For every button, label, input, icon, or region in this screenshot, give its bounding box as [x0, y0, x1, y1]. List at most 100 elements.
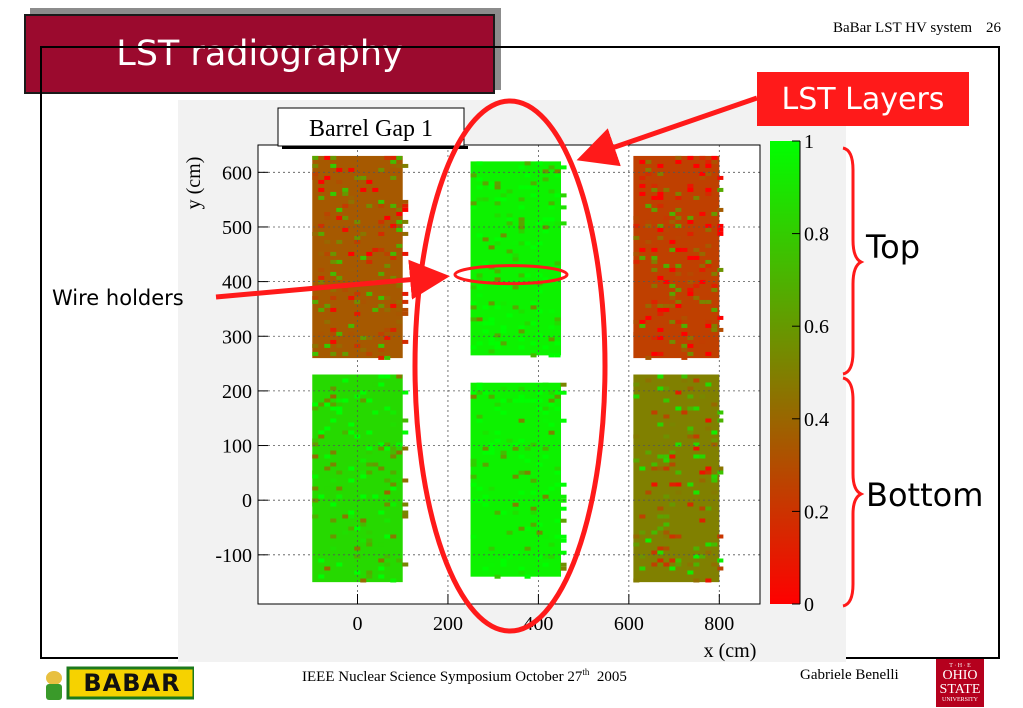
- heatmap-cell: [318, 574, 325, 579]
- chart-title-box: [277, 107, 465, 147]
- heatmap-cell: [390, 454, 397, 459]
- heatmap-cell: [318, 307, 325, 312]
- heatmap-cell: [312, 406, 319, 411]
- heatmap-cell: [548, 189, 555, 194]
- heatmap-cell: [366, 470, 373, 475]
- heatmap-cell: [560, 390, 567, 395]
- heatmap-cell: [669, 219, 676, 224]
- heatmap-cell: [542, 225, 549, 230]
- heatmap-cell: [476, 498, 483, 503]
- heatmap-cell: [705, 159, 712, 164]
- heatmap-cell: [711, 474, 718, 479]
- heatmap-cell: [711, 478, 718, 483]
- heatmap-cell: [476, 321, 483, 326]
- footer-author: Gabriele Benelli: [800, 667, 899, 683]
- heatmap-cell: [518, 398, 525, 403]
- heatmap-cell: [476, 486, 483, 491]
- heatmap-cell: [524, 273, 531, 278]
- heatmap-cell: [396, 219, 403, 224]
- heatmap-cell: [675, 235, 682, 240]
- heatmap-cell: [651, 335, 658, 340]
- heatmap-cell: [560, 538, 567, 543]
- heatmap-cell: [360, 390, 367, 395]
- heatmap-cell: [705, 227, 712, 232]
- heatmap-cell: [687, 434, 694, 439]
- heatmap-cell: [360, 494, 367, 499]
- heatmap-cell: [494, 277, 501, 282]
- heatmap-cell: [657, 526, 664, 531]
- plot-frame: [257, 144, 761, 605]
- heatmap-cell: [639, 514, 646, 519]
- heatmap-cell: [675, 155, 682, 160]
- heatmap-cell: [324, 211, 331, 216]
- heatmap-cell: [548, 430, 555, 435]
- heatmap-cell: [693, 163, 700, 168]
- heatmap-cell: [518, 394, 525, 399]
- heatmap-cell: [542, 554, 549, 559]
- heatmap-cell: [348, 251, 355, 256]
- heatmap-cell: [402, 203, 409, 208]
- heatmap-cell: [711, 562, 718, 567]
- heatmap-cell: [548, 325, 555, 330]
- heatmap-cell: [512, 498, 519, 503]
- heatmap-cell: [488, 442, 495, 447]
- heatmap-cell: [518, 329, 525, 334]
- heatmap-cell: [336, 378, 343, 383]
- heatmap-cell: [512, 253, 519, 258]
- heatmap-cell: [518, 325, 525, 330]
- heatmap-cell: [657, 351, 664, 356]
- heatmap-cell: [669, 534, 676, 539]
- heatmap-cell: [657, 303, 664, 308]
- heatmap-cell: [348, 267, 355, 272]
- heatmap-cell: [548, 486, 555, 491]
- heatmap-cell: [360, 538, 367, 543]
- heatmap-cell: [639, 566, 646, 571]
- heatmap-cell: [402, 251, 409, 256]
- heatmap-cell: [548, 398, 555, 403]
- heatmap-cell: [354, 291, 361, 296]
- heatmap-cell: [476, 390, 483, 395]
- heatmap-cell: [488, 185, 495, 190]
- heatmap-cell: [536, 289, 543, 294]
- heatmap-cell: [663, 494, 670, 499]
- heatmap-cell: [681, 355, 688, 360]
- heatmap-cell: [651, 562, 658, 567]
- heatmap-cell: [717, 418, 724, 423]
- heatmap-cell: [494, 345, 501, 350]
- heatmap-cell: [633, 223, 640, 228]
- heatmap-cell: [378, 566, 385, 571]
- heatmap-cell: [651, 462, 658, 467]
- heatmap-cell: [560, 165, 567, 170]
- heatmap-cell: [324, 175, 331, 180]
- heatmap-cell: [494, 402, 501, 407]
- heatmap-cell: [518, 570, 525, 575]
- heatmap-cell: [560, 221, 567, 226]
- heatmap-cell: [378, 167, 385, 172]
- heatmap-cell: [360, 231, 367, 236]
- heatmap-cell: [476, 161, 483, 166]
- heatmap-cell: [693, 490, 700, 495]
- heatmap-cell: [378, 223, 385, 228]
- heatmap-cell: [530, 305, 537, 310]
- heatmap-cell: [366, 179, 373, 184]
- heatmap-cell: [330, 259, 337, 264]
- heatmap-cell: [312, 295, 319, 300]
- heatmap-cell: [560, 494, 567, 499]
- heatmap-cell: [494, 333, 501, 338]
- heatmap-cell: [711, 323, 718, 328]
- heatmap-cell: [705, 518, 712, 523]
- heatmap-cell: [699, 155, 706, 160]
- heatmap-cell: [482, 450, 489, 455]
- heatmap-cell: [324, 239, 331, 244]
- heatmap-cell: [482, 502, 489, 507]
- heatmap-cell: [384, 490, 391, 495]
- heatmap-cell: [378, 442, 385, 447]
- heatmap-cell: [524, 241, 531, 246]
- heatmap-cell: [384, 263, 391, 268]
- heatmap-cell: [639, 159, 646, 164]
- heatmap-cell: [633, 434, 640, 439]
- y-tick-label: 100: [222, 436, 252, 458]
- heatmap-cell: [494, 574, 501, 579]
- heatmap-cell: [542, 177, 549, 182]
- heatmap-cell: [324, 566, 331, 571]
